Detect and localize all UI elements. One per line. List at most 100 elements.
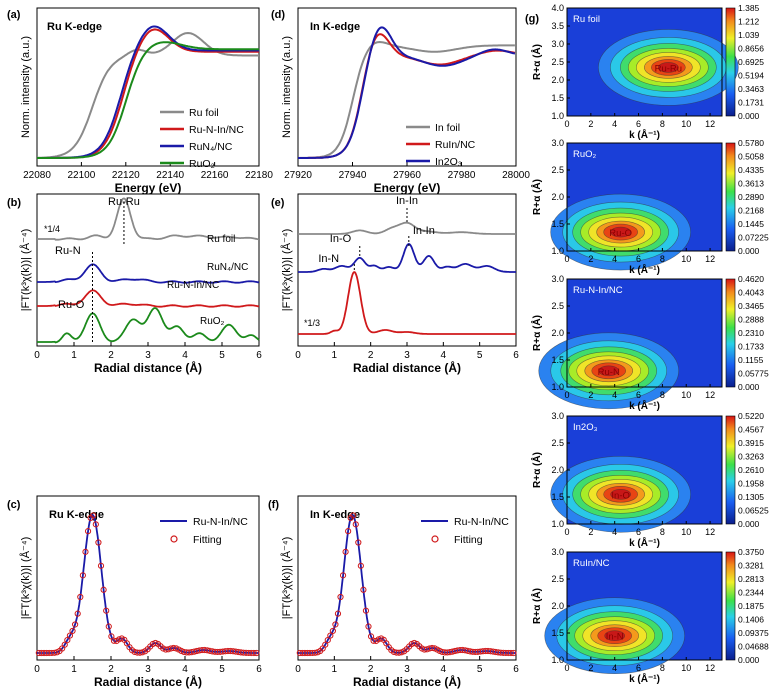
panel-e-xtick-label: 1 xyxy=(332,350,338,361)
panel-g-map-3-xtick-label: 2 xyxy=(588,390,593,400)
panel-c-legend-label: Ru-N-In/NC xyxy=(193,516,248,528)
panel-c-fit-point xyxy=(90,512,97,519)
panel-a-xtick-label: 22080 xyxy=(23,170,51,181)
panel-g-map-4-xlabel: k (Å⁻¹) xyxy=(629,536,660,549)
panel-c-fit-point xyxy=(79,572,86,579)
panel-g-map-2-colorbar xyxy=(725,142,736,252)
panel-g-map-3-contour xyxy=(598,365,620,377)
panel-c-xtick-label: 2 xyxy=(108,664,114,675)
panel-f-xtick-label: 1 xyxy=(332,664,338,675)
panel-c-fit-point xyxy=(64,636,71,644)
panel-c-xtick-label: 6 xyxy=(256,664,262,675)
panel-b-series-1 xyxy=(37,197,260,241)
panel-g-map-1-ytick-label: 1.0 xyxy=(551,111,564,121)
panel-g-map-5-colorbar-label: 0.000 xyxy=(738,655,760,665)
panel-g-map-3-xtick-label: 12 xyxy=(705,390,715,400)
panel-c-xtick-label: 4 xyxy=(182,664,188,675)
panel-g-map-5-xtick-label: 2 xyxy=(588,663,593,673)
panel-f-legend-label: Ru-N-In/NC xyxy=(454,516,509,528)
panel-f-fit-point xyxy=(345,528,352,535)
panel-g-map-4-colorbar-label: 0.4567 xyxy=(738,425,764,435)
panel-a-xlabel: Energy (eV) xyxy=(115,181,182,195)
panel-f-fit-point xyxy=(322,641,329,648)
panel-g-map-1-colorbar xyxy=(725,7,736,117)
panel-g-map-4-xtick-label: 8 xyxy=(660,527,665,537)
panel-d-xlabel: Energy (eV) xyxy=(374,181,441,195)
panel-g-map-2-ytick-label: 2.0 xyxy=(551,192,564,202)
panel-e-annotation: In-N xyxy=(318,253,339,265)
panel-d-xtick-label: 27920 xyxy=(284,170,312,181)
panel-g-map-3-title: Ru-N-In/NC xyxy=(573,285,623,296)
panel-e-xtick-label: 0 xyxy=(295,350,301,361)
panel-g-map-4-colorbar-label: 0.2610 xyxy=(738,465,764,475)
panel-c-ylabel: |FT(k³χ(k))| (Å⁻⁴) xyxy=(19,537,32,620)
panel-f-fit-point xyxy=(329,627,336,635)
panel-g-map-3-xtick-label: 4 xyxy=(612,390,617,400)
panel-g-map-1-xtick-label: 10 xyxy=(681,119,691,129)
panel-g-map-4-xtick-label: 10 xyxy=(681,527,691,537)
panel-g-map-3-ytick-label: 1.0 xyxy=(551,382,564,392)
panel-g-map-4-ytick-label: 2.5 xyxy=(551,438,564,448)
panel-g-map-3-xlabel: k (Å⁻¹) xyxy=(629,399,660,412)
panel-d-series-3 xyxy=(298,26,516,159)
panel-g-map-2-xtick-label: 0 xyxy=(564,254,569,264)
panel-g-map-5-colorbar-label: 0.04688 xyxy=(738,642,769,652)
panel-g-map-1-xtick-label: 6 xyxy=(636,119,641,129)
panel-g-map-4-xtick-label: 4 xyxy=(612,527,617,537)
panel-f-fit-point xyxy=(324,636,331,644)
panel-g-map-3-xtick-label: 10 xyxy=(681,390,691,400)
panel-g-map-4-colorbar-label: 0.5220 xyxy=(738,411,764,421)
panel-g-map-5-xlabel: k (Å⁻¹) xyxy=(629,672,660,685)
panel-d-xtick-label: 27940 xyxy=(339,170,367,181)
panel-b-xlabel: Radial distance (Å) xyxy=(94,360,202,375)
panel-c-fit-point xyxy=(100,586,107,593)
panel-e-label: (e) xyxy=(271,197,285,209)
panel-g-map-2-ytick-label: 2.5 xyxy=(551,165,564,175)
panel-g-map-1-ytick-label: 2.5 xyxy=(551,57,564,67)
panel-c-fit-point xyxy=(72,621,79,628)
panel-g-map-1-ylabel: R+α (Å) xyxy=(530,44,543,80)
panel-b-series-3 xyxy=(37,289,260,308)
panel-g-map-3-ytick-label: 2.5 xyxy=(551,301,564,311)
panel-d-label: (d) xyxy=(271,9,285,21)
panel-g-map-1-colorbar-label: 0.1731 xyxy=(738,98,764,108)
panel-c-fit-point xyxy=(82,548,89,555)
panel-d-legend-label: RuIn/NC xyxy=(435,139,476,151)
panel-f-fit-point xyxy=(337,593,344,601)
panel-c-fit-point xyxy=(84,528,92,535)
panel-g-map-3-xtick-label: 6 xyxy=(636,390,641,400)
panel-g-map-3-colorbar-label: 0.4043 xyxy=(738,288,764,298)
panel-g-map-4-colorbar-label: 0.3915 xyxy=(738,438,764,448)
panel-e-ylabel: |FT(k³χ(k))| (Å⁻⁴) xyxy=(280,229,293,312)
panel-g-map-5-ytick-label: 2.5 xyxy=(551,574,564,584)
panel-a-xtick-label: 22100 xyxy=(67,170,95,181)
panel-g-map-4-colorbar-label: 0.1305 xyxy=(738,492,764,502)
panel-d-xtick-label: 28000 xyxy=(502,170,530,181)
panel-g-map-5-ytick-label: 3.0 xyxy=(551,547,564,557)
panel-c-fit-point xyxy=(51,649,58,656)
panel-c-xtick-label: 5 xyxy=(219,664,225,675)
panel-f-xtick-label: 5 xyxy=(477,664,483,675)
panel-f-fit-point xyxy=(352,521,359,528)
panel-g-map-1-contour xyxy=(658,62,679,73)
panel-a-legend-label: RuO₂ xyxy=(189,158,215,170)
panel-c-fit-point xyxy=(250,649,257,657)
panel-c-label: (c) xyxy=(7,499,21,511)
panel-f-fit-point xyxy=(342,548,349,555)
panel-a-label: (a) xyxy=(7,9,21,21)
panel-g-map-3-xtick-label: 8 xyxy=(660,390,665,400)
panel-g-map-5-ylabel: R+α (Å) xyxy=(530,588,543,624)
panel-g-map-2-ytick-label: 1.0 xyxy=(551,246,564,256)
panel-f-xlabel: Radial distance (Å) xyxy=(353,674,461,689)
panel-c-fit-point xyxy=(69,627,76,635)
panel-g-map-3-ylabel: R+α (Å) xyxy=(530,315,543,351)
panel-g-map-5-xtick-label: 8 xyxy=(660,663,665,673)
panel-c-xtick-label: 0 xyxy=(34,664,40,675)
panel-g-map-5-ytick-label: 2.0 xyxy=(551,601,564,611)
panel-a-xtick-label: 22140 xyxy=(156,170,184,181)
panel-b-xtick-label: 4 xyxy=(182,350,188,361)
panel-f-fit-point xyxy=(362,607,370,614)
panel-g-map-4-xtick-label: 6 xyxy=(636,527,641,537)
panel-e-xtick-label: 2 xyxy=(368,350,374,361)
panel-f-fit-point xyxy=(339,572,347,579)
